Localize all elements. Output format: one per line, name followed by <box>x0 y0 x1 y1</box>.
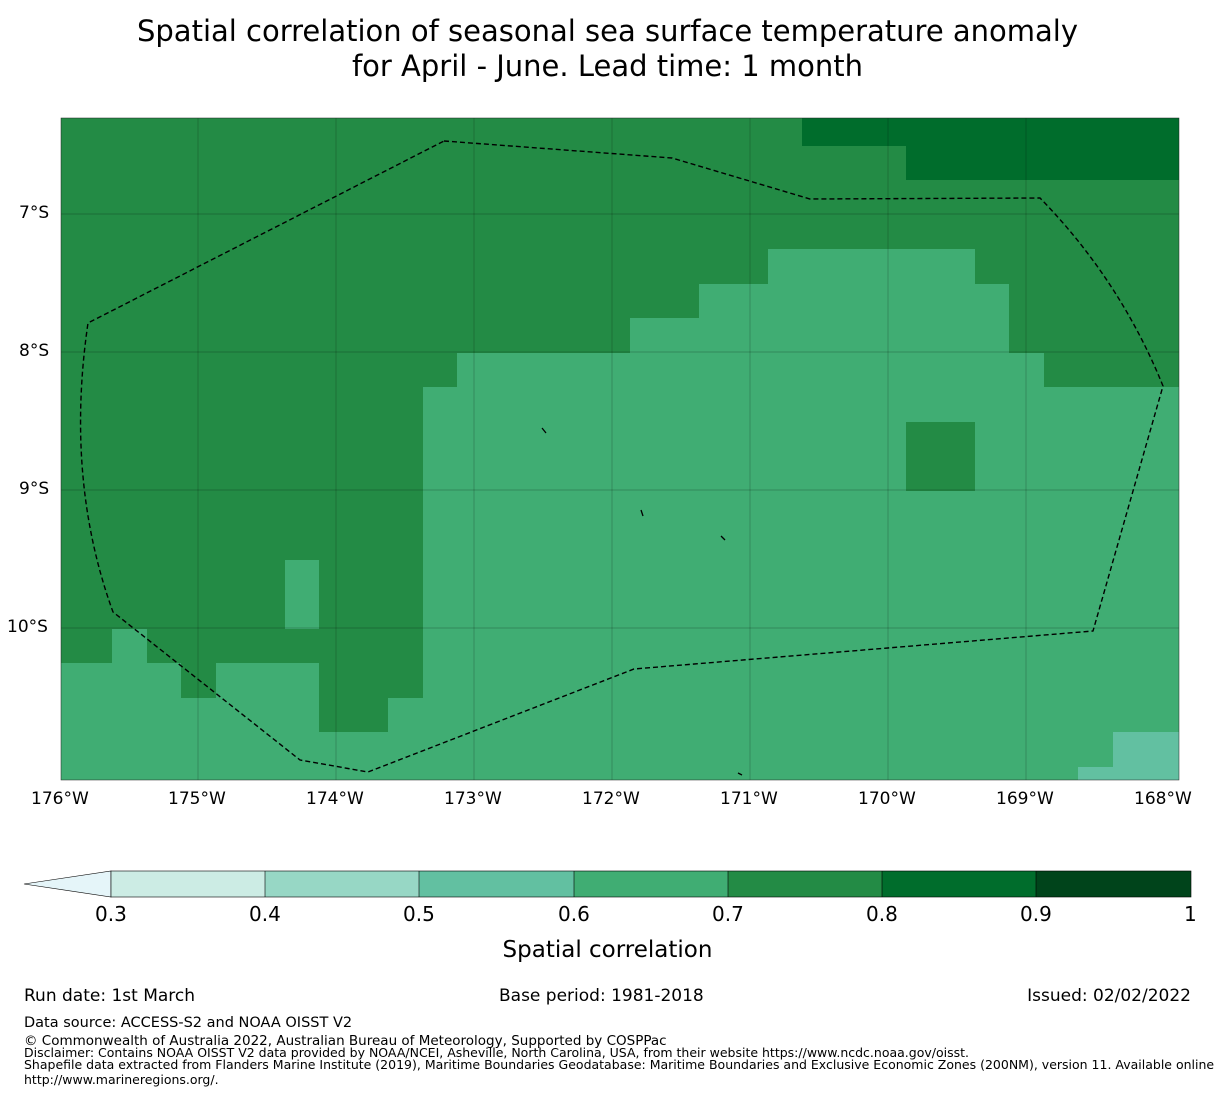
lon-label-173w: 173°W <box>444 789 502 809</box>
title-line-2: for April - June. Lead time: 1 month <box>351 49 864 83</box>
field-region-0.8 <box>802 118 1179 180</box>
colorbar-tick-1: 1 <box>1184 902 1197 926</box>
data-source: Data source: ACCESS-S2 and NOAA OISST V2 <box>24 1015 353 1031</box>
colorbar-bin-0.8-0.9 <box>882 871 1036 897</box>
colorbar-tick-0.4: 0.4 <box>249 902 281 926</box>
field-patch-0.6 <box>285 560 319 629</box>
colorbar-tick-0.6: 0.6 <box>558 902 590 926</box>
title-line-1: Spatial correlation of seasonal sea surf… <box>136 14 1079 48</box>
colorbar <box>23 870 1192 898</box>
island-1 <box>541 427 547 434</box>
colorbar-bin-0.9-1 <box>1036 871 1191 897</box>
gridlines <box>61 118 1179 780</box>
lat-label-10s: 10°S <box>7 617 48 637</box>
colorbar-bin-0.6-0.7 <box>574 871 728 897</box>
colorbar-label: Spatial correlation <box>502 937 713 963</box>
lon-label-170w: 170°W <box>858 789 916 809</box>
field-patch-0.7 <box>906 422 975 491</box>
disclaimer-note: Disclaimer: Contains NOAA OISST V2 data … <box>24 1045 969 1060</box>
colorbar-bin-0.7-0.8 <box>728 871 882 897</box>
colorbar-bin-0.4-0.5 <box>265 871 419 897</box>
base-period: Base period: 1981-2018 <box>499 986 704 1006</box>
lon-label-175w: 175°W <box>168 789 226 809</box>
lat-label-8s: 8°S <box>19 341 50 361</box>
lat-label-9s: 9°S <box>19 479 50 499</box>
colorbar-extend-triangle <box>23 870 112 898</box>
colorbar-tick-0.3: 0.3 <box>95 902 127 926</box>
colorbar-bin-0.3-0.4 <box>111 871 265 897</box>
field-region-0.7 <box>61 118 1179 732</box>
run-date: Run date: 1st March <box>24 986 196 1006</box>
lon-label-174w: 174°W <box>306 789 364 809</box>
colorbar-tick-0.7: 0.7 <box>712 902 744 926</box>
islands <box>541 427 743 776</box>
island-4 <box>737 772 743 776</box>
colorbar-tick-0.8: 0.8 <box>866 902 898 926</box>
island-3 <box>720 535 726 541</box>
lon-label-168w: 168°W <box>1134 789 1192 809</box>
lon-label-176w: 176°W <box>31 789 89 809</box>
eez-boundary <box>79 140 1164 773</box>
chart-title: Spatial correlation of seasonal sea surf… <box>0 14 1215 84</box>
island-2 <box>640 509 644 517</box>
colorbar-tick-0.5: 0.5 <box>403 902 435 926</box>
copyright-note: © Commonwealth of Australia 2022, Austra… <box>24 1033 667 1049</box>
lon-label-171w: 171°W <box>720 789 778 809</box>
shapefile-note: Shapefile data extracted from Flanders M… <box>24 1057 1215 1072</box>
lon-label-169w: 169°W <box>996 789 1054 809</box>
map-frame <box>60 117 1180 781</box>
lon-label-172w: 172°W <box>582 789 640 809</box>
issued-date: Issued: 02/02/2022 <box>1027 986 1191 1006</box>
lat-label-7s: 7°S <box>19 203 50 223</box>
colorbar-frame <box>110 870 1192 898</box>
colorbar-bin-0.5-0.6 <box>419 871 574 897</box>
correlation-field <box>61 118 1179 780</box>
shapefile-url: http://www.marineregions.org/. <box>24 1072 219 1087</box>
colorbar-tick-0.9: 0.9 <box>1020 902 1052 926</box>
field-region-0.5 <box>1078 732 1179 780</box>
